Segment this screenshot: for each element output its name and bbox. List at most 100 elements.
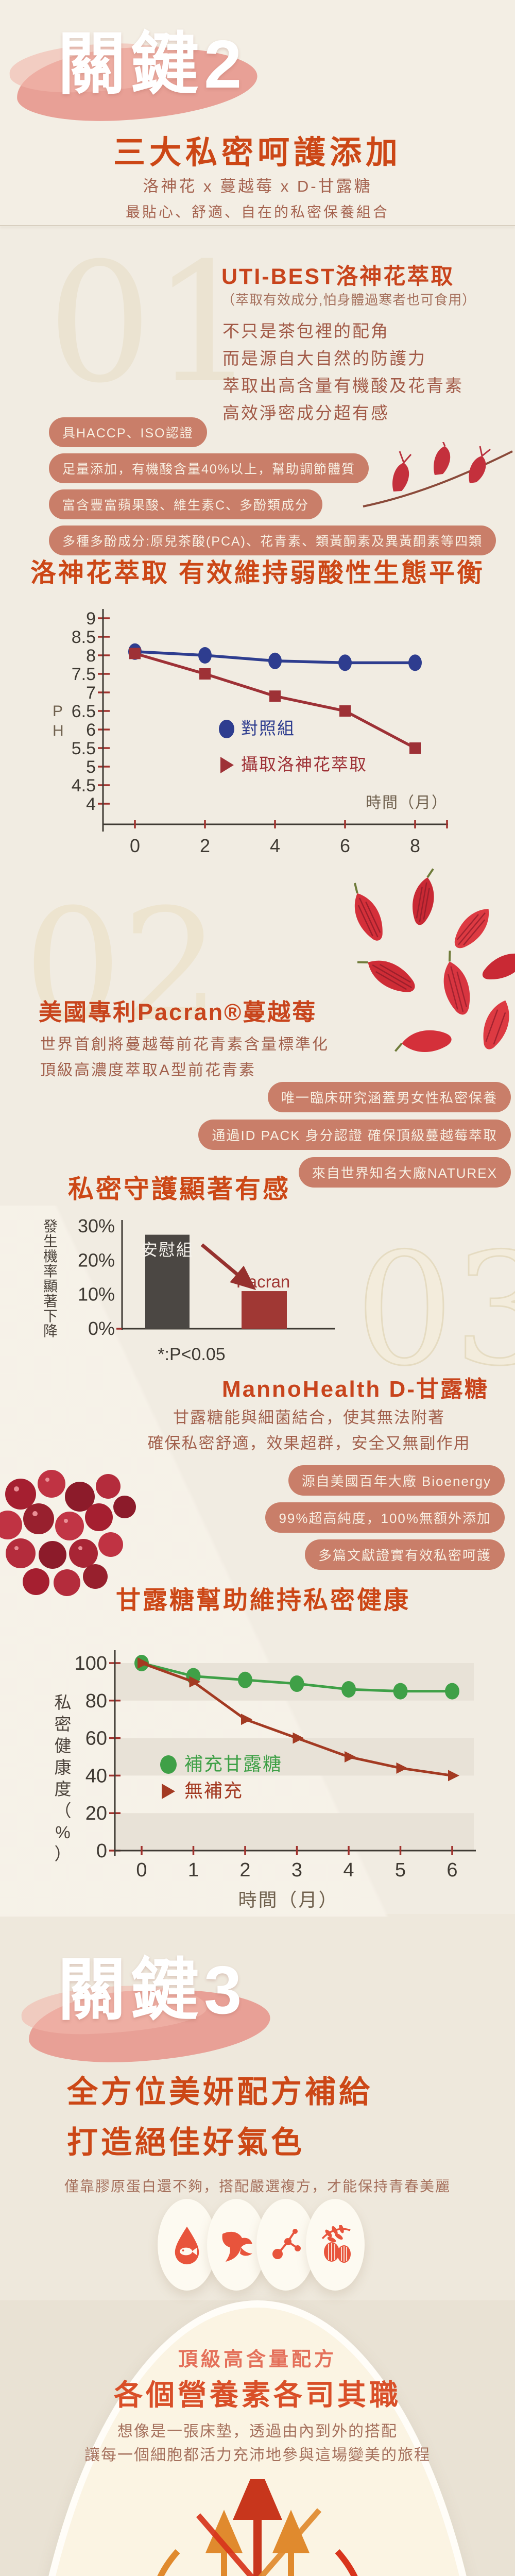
- svg-text:6: 6: [340, 835, 350, 856]
- egg-birds-nest: [207, 2199, 266, 2291]
- svg-text:著: 著: [43, 1293, 58, 1309]
- svg-text:6.5: 6.5: [72, 702, 96, 721]
- section03-number: 03: [355, 1219, 515, 1401]
- formula-body-line: 想像是一張床墊，透過由內到外的搭配: [117, 2423, 398, 2440]
- svg-text:健: 健: [55, 1736, 72, 1755]
- ph-line-chart: 98.587.576.565.554.540 2 4 6 8時間（月）PH 對照組攝取洛神…: [53, 609, 448, 856]
- key3-title-line1: 全方位美妍配方補給: [67, 2075, 373, 2109]
- key2-badge: 關鍵2: [58, 26, 247, 102]
- svg-text:4: 4: [270, 835, 280, 856]
- feature-pill: 通過ID PACK 身分認證 確保頂級蔓越莓萃取: [198, 1120, 511, 1150]
- section02-pills: 唯一臨床研究涵蓋男女性私密保養 通過ID PACK 身分認證 確保頂級蔓越莓萃取…: [0, 1082, 511, 1188]
- svg-text:6: 6: [86, 720, 96, 740]
- svg-text:*:P<0.05: *:P<0.05: [158, 1345, 225, 1364]
- svg-text:補充甘露糖: 補充甘露糖: [184, 1753, 282, 1774]
- feature-pill: 多種多酚成分:原兒茶酸(PCA)、花青素、類黃酮素及異黃酮素等四類: [49, 526, 496, 555]
- section01-number: 01: [47, 228, 258, 419]
- svg-text:P: P: [53, 703, 63, 720]
- svg-text:2: 2: [239, 1859, 250, 1881]
- svg-text:0: 0: [136, 1859, 147, 1881]
- svg-text:8.5: 8.5: [72, 628, 96, 647]
- feature-pill: 多篇文獻證實有效私密呵護: [304, 1539, 505, 1570]
- svg-text:生: 生: [43, 1233, 58, 1249]
- molecule-icon: [272, 2229, 301, 2259]
- nutrient-icon-eggs: [158, 2199, 365, 2291]
- svg-text:無補充: 無補充: [184, 1780, 243, 1801]
- svg-text:0%: 0%: [88, 1318, 115, 1339]
- svg-text:密: 密: [55, 1715, 72, 1734]
- egg-gac-fruit: [306, 2199, 365, 2291]
- section03-title: MannoHealth D-甘露糖: [222, 1377, 489, 1402]
- svg-text:5.5: 5.5: [72, 739, 96, 758]
- svg-text:下: 下: [43, 1308, 58, 1324]
- key2-title: 三大私密呵護添加: [113, 135, 402, 171]
- section02-number: 02: [24, 876, 220, 1056]
- fish-droplet-collagen-icon: [175, 2226, 199, 2265]
- bar-chart-title: 私密守護顯著有感: [68, 1175, 290, 1204]
- mattress-layers-illustration: [157, 2479, 358, 2576]
- section01-note: （萃取有效成分,怕身體過寒者也可食用）: [221, 292, 476, 308]
- section-divider: [0, 225, 515, 226]
- manno-chart-title: 甘露糖幫助維持私密健康: [116, 1587, 411, 1614]
- svg-text:4.5: 4.5: [72, 776, 96, 795]
- svg-text:7.5: 7.5: [72, 665, 96, 684]
- feature-pill: 來自世界知名大廠NATUREX: [298, 1157, 511, 1188]
- svg-text:H: H: [53, 722, 64, 739]
- section03-body-line: 確保私密舒適，效果超群，安全又無副作用: [147, 1434, 471, 1452]
- section01-title: UTI-BEST洛神花萃取: [221, 264, 455, 289]
- svg-text:1: 1: [188, 1859, 199, 1881]
- svg-text:私: 私: [55, 1693, 72, 1712]
- roselle-flower-photo: [363, 442, 513, 507]
- section01-body-line: 不只是茶包裡的配角: [222, 321, 389, 341]
- svg-text:康: 康: [55, 1758, 72, 1777]
- section01-body-line: 萃取出高含量有機酸及花青素: [222, 376, 464, 395]
- svg-text:4: 4: [343, 1859, 354, 1881]
- feature-pill: 具HACCP、ISO認證: [49, 417, 207, 447]
- svg-text:安慰組: 安慰組: [141, 1241, 194, 1259]
- svg-text:%: %: [55, 1823, 70, 1842]
- feature-pill: 源自美國百年大廠 Bioenergy: [288, 1465, 505, 1496]
- svg-text:4: 4: [86, 794, 96, 814]
- key3-subtitle: 僅靠膠原蛋白還不夠，搭配嚴選複方，才能保持青春美麗: [64, 2178, 451, 2194]
- egg-hyaluronic: [256, 2199, 315, 2291]
- svg-text:30%: 30%: [78, 1215, 115, 1236]
- svg-text:攝取洛神花萃取: 攝取洛神花萃取: [241, 755, 367, 774]
- key3-title-line2: 打造絕佳好氣色: [67, 2125, 305, 2160]
- key3-badge: 關鍵3: [58, 1952, 247, 2028]
- svg-text:顯: 顯: [43, 1278, 58, 1294]
- svg-text:0: 0: [96, 1840, 107, 1862]
- key2-subtitle1: 洛神花 x 蔓越莓 x D-甘露糖: [143, 177, 372, 195]
- egg-collagen: [158, 2199, 216, 2291]
- svg-text:）: ）: [55, 1844, 72, 1863]
- formula-heading-small: 頂級高含量配方: [178, 2349, 337, 2370]
- ph-chart-title: 洛神花萃取 有效維持弱酸性生態平衡: [30, 558, 485, 587]
- svg-text:7: 7: [86, 683, 96, 703]
- svg-text:發: 發: [43, 1218, 58, 1234]
- svg-text:40: 40: [85, 1765, 107, 1787]
- svg-text:9: 9: [86, 609, 96, 629]
- svg-text:度: 度: [55, 1780, 72, 1799]
- feature-pill: 足量添加，有機酸含量40%以上，幫助調節體質: [49, 453, 369, 483]
- svg-text:降: 降: [43, 1323, 58, 1339]
- svg-text:機: 機: [43, 1248, 58, 1264]
- svg-text:10%: 10%: [78, 1284, 115, 1305]
- svg-text:20%: 20%: [78, 1249, 115, 1270]
- cranberries-photo: [0, 1470, 136, 1596]
- svg-text:6: 6: [447, 1859, 457, 1881]
- svg-text:率: 率: [43, 1263, 58, 1279]
- gac-fruit-leaf-icon: [321, 2225, 351, 2263]
- svg-text:3: 3: [291, 1859, 302, 1881]
- section02-body-line: 世界首創將蔓越莓前花青素含量標準化: [40, 1036, 329, 1053]
- svg-text:2: 2: [200, 835, 210, 856]
- svg-text:80: 80: [85, 1690, 107, 1712]
- svg-text:60: 60: [85, 1728, 107, 1750]
- feature-pill: 唯一臨床研究涵蓋男女性私密保養: [267, 1082, 511, 1112]
- feature-pill: 99%超高純度，100%無額外添加: [265, 1502, 505, 1533]
- section01-body-line: 高效淨密成分超有感: [222, 403, 389, 422]
- formula-body-line: 讓每一個細胞都活力充沛地參與這場變美的旅程: [84, 2447, 431, 2464]
- roselle-fruit-cluster-photo: [354, 868, 515, 1052]
- section02-title: 美國專利Pacran®蔓越莓: [39, 999, 317, 1025]
